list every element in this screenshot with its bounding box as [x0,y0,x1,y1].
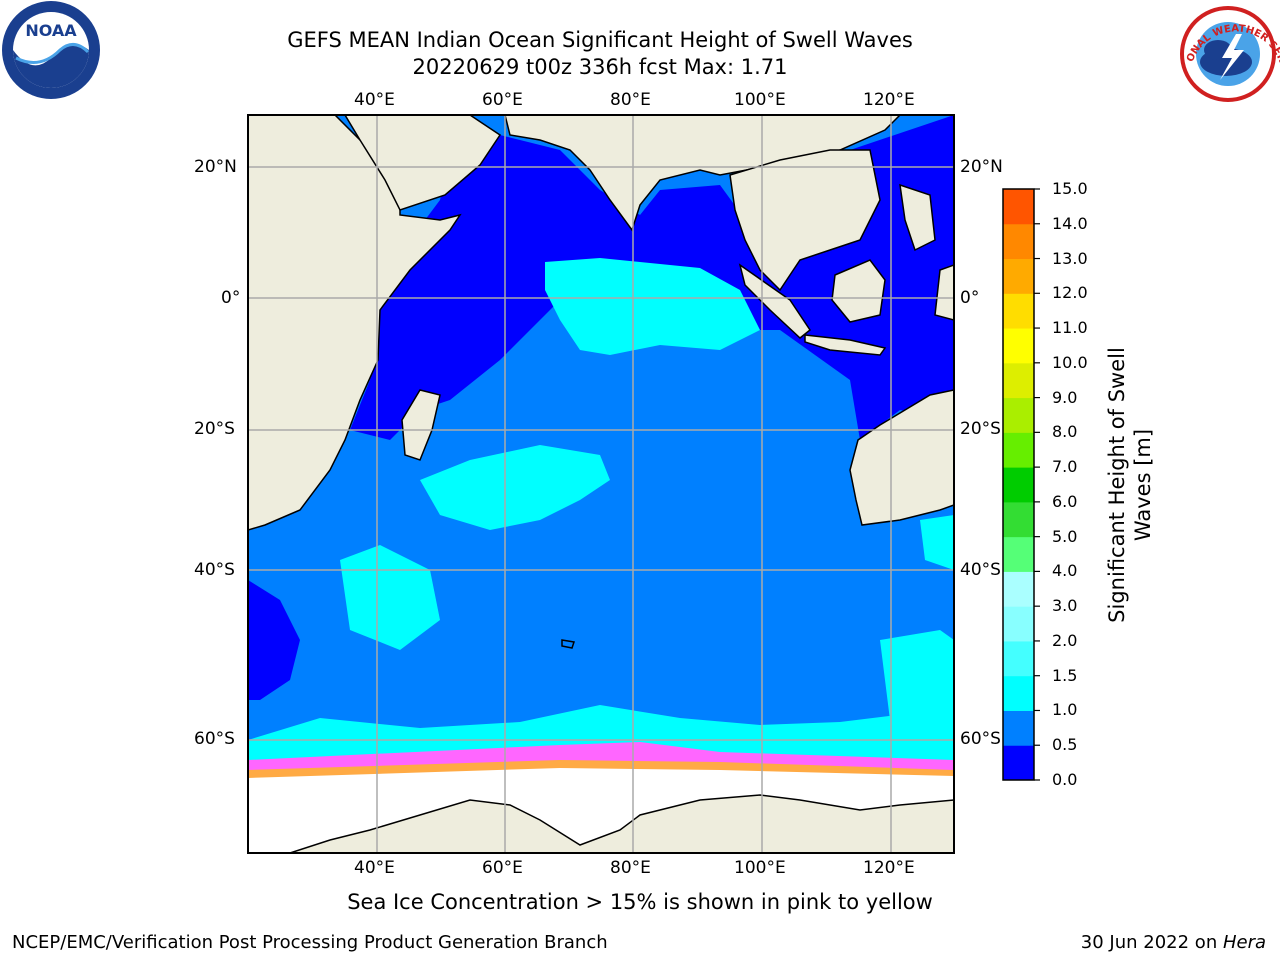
philippines-land [899,183,936,252]
colorbar-segment [1003,397,1034,433]
colorbar [1003,188,1040,781]
new-guinea-land [934,264,954,321]
nws-logo: NATIONAL WEATHER SERVICE [0,0,1280,102]
swell-1-1.5-southeast [880,630,954,720]
credit-host: Hera [1222,932,1266,953]
colorbar-tick-label: 8.0 [1052,422,1078,442]
map-area [248,115,954,853]
colorbar-segment [1003,501,1034,538]
noaa-logo: NOAA [2,1,100,99]
colorbar-title-line1: Significant Height of Swell [1105,347,1129,623]
svg-text:NATIONAL WEATHER SERVICE: NATIONAL WEATHER SERVICE [0,0,1280,64]
colorbar-segment [1003,432,1034,468]
colorbar-tick-label: 7.0 [1052,457,1078,477]
colorbar-tick-label: 11.0 [1052,318,1088,338]
colorbar-segment [1003,293,1034,329]
borneo-land [831,259,886,323]
antarctica-land [289,794,954,853]
swell-0-0.5-southwest [248,580,300,700]
lon-label-top-120e: 120°E [863,90,915,110]
kerguelen-island [561,639,575,649]
lat-label-right-60s: 60°S [960,729,1001,749]
lon-label-top-60e: 60°E [482,90,523,110]
colorbar-segment [1003,467,1034,503]
swell-1-1.5-central [420,445,610,530]
colorbar-segment [1003,362,1034,399]
swell-1-1.5-east [920,515,954,570]
colorbar-title-line2: Waves [m] [1131,428,1155,542]
lat-label-left-20n: 20°N [194,157,237,177]
lat-label-right-0: 0° [960,288,980,308]
lon-label-bottom-40e: 40°E [354,858,395,878]
madagascar-land [401,389,441,461]
swell-1-1.5-south-band [248,705,954,765]
colorbar-tick-label: 14.0 [1052,213,1088,233]
chart-subtitle: 20220629 t00z 336h fcst Max: 1.71 [412,55,788,79]
australia-land [849,389,954,526]
colorbar-segment [1003,258,1034,294]
lon-label-bottom-120e: 120°E [863,858,915,878]
colorbar-tick-label: 1.0 [1052,700,1078,720]
lat-label-right-20s: 20°S [960,419,1001,439]
colorbar-segment [1003,189,1034,225]
chart-title: GEFS MEAN Indian Ocean Significant Heigh… [287,28,913,52]
lon-label-bottom-80e: 80°E [610,858,651,878]
java-land [804,334,887,356]
lon-label-top-80e: 80°E [610,90,651,110]
lat-label-left-60s: 60°S [194,729,235,749]
sea-ice-note: Sea Ice Concentration > 15% is shown in … [347,890,933,914]
colorbar-title: Significant Height of Swell Waves [m] [1104,320,1156,650]
colorbar-segment [1003,536,1034,572]
lat-label-right-40s: 40°S [960,560,1001,580]
arabia-land [344,115,502,211]
colorbar-tick-label: 6.0 [1052,491,1078,511]
nws-logo-text: NATIONAL WEATHER SERVICE [0,0,1280,64]
colorbar-tick-label: 15.0 [1052,179,1088,198]
colorbar-segment [1003,571,1034,607]
credit-date: 30 Jun 2022 on Hera [1081,932,1266,953]
colorbar-segment [1003,223,1034,260]
sumatra-land [738,263,812,339]
noaa-logo-text: NOAA [25,21,77,40]
map-frame [247,114,955,854]
colorbar-tick-label: 5.0 [1052,526,1078,546]
swell-1-1.5-sw [340,545,440,650]
credit-branch: NCEP/EMC/Verification Post Processing Pr… [12,932,608,953]
lon-label-bottom-60e: 60°E [482,858,523,878]
lon-label-top-40e: 40°E [354,90,395,110]
lon-label-bottom-100e: 100°E [734,858,786,878]
colorbar-segment [1003,710,1034,746]
lat-label-left-40s: 40°S [194,560,235,580]
lon-label-top-100e: 100°E [734,90,786,110]
southeast-asia-land [729,149,881,292]
graticule [248,115,954,853]
colorbar-frame [1002,188,1035,781]
india-land [504,115,902,232]
colorbar-tick-label: 0.0 [1052,770,1078,789]
colorbar-tick-label: 1.5 [1052,665,1078,685]
colorbar-tick-label: 0.5 [1052,735,1078,755]
colorbar-tick-label: 10.0 [1052,352,1088,372]
colorbar-tick-label: 12.0 [1052,283,1088,303]
lat-label-left-0: 0° [221,288,241,308]
colorbar-segment [1003,606,1034,642]
colorbar-tick-label: 4.0 [1052,561,1078,581]
colorbar-tick-label: 2.0 [1052,630,1078,650]
swell-1-1.5-equatorial [545,258,760,355]
colorbar-segment [1003,640,1034,677]
lat-label-right-20n: 20°N [960,157,1003,177]
colorbar-tick-label: 3.0 [1052,596,1078,616]
colorbar-tick-label: 13.0 [1052,248,1088,268]
lat-label-left-20s: 20°S [194,419,235,439]
colorbar-segment [1003,675,1034,711]
colorbar-tick-label: 9.0 [1052,387,1078,407]
colorbar-segment [1003,328,1034,364]
credit-date-text: 30 Jun 2022 on [1080,932,1223,953]
colorbar-segment [1003,745,1034,781]
